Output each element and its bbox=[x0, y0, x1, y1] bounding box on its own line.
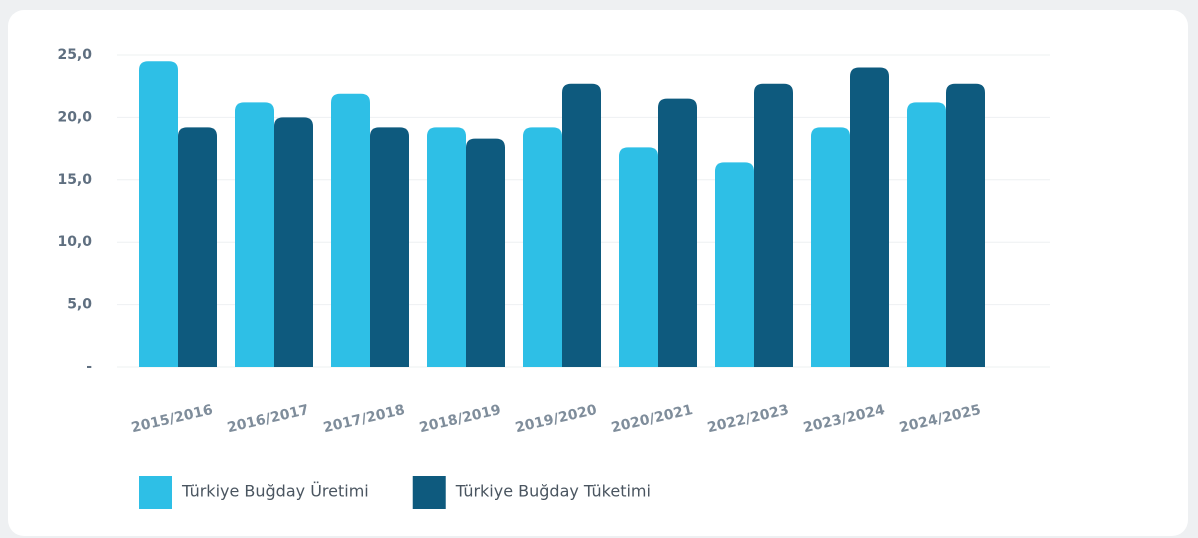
legend-label: Türkiye Buğday Üretimi bbox=[181, 482, 369, 501]
bar bbox=[562, 83, 601, 367]
bar bbox=[811, 127, 850, 367]
bar bbox=[427, 127, 466, 367]
y-tick-label: 5,0 bbox=[67, 297, 92, 313]
bar bbox=[370, 127, 409, 367]
bar bbox=[946, 83, 985, 367]
bar bbox=[178, 127, 217, 367]
bar bbox=[754, 83, 793, 367]
legend-swatch bbox=[412, 476, 446, 509]
y-tick-label: 15,0 bbox=[57, 172, 92, 188]
bar bbox=[850, 67, 889, 367]
y-tick-label: 25,0 bbox=[57, 47, 92, 63]
bar bbox=[658, 98, 697, 368]
bar bbox=[523, 127, 562, 367]
legend-swatch bbox=[139, 476, 172, 509]
bar bbox=[715, 162, 754, 367]
bar bbox=[907, 102, 946, 367]
bar bbox=[331, 93, 370, 368]
bar bbox=[619, 147, 658, 367]
bar bbox=[466, 138, 505, 367]
bar bbox=[139, 61, 178, 368]
bar bbox=[274, 117, 313, 368]
y-tick-label: 10,0 bbox=[57, 234, 92, 250]
y-tick-label: - bbox=[86, 359, 92, 375]
bar bbox=[235, 102, 274, 367]
legend-label: Türkiye Buğday Tüketimi bbox=[455, 482, 651, 501]
y-tick-label: 20,0 bbox=[57, 109, 92, 125]
